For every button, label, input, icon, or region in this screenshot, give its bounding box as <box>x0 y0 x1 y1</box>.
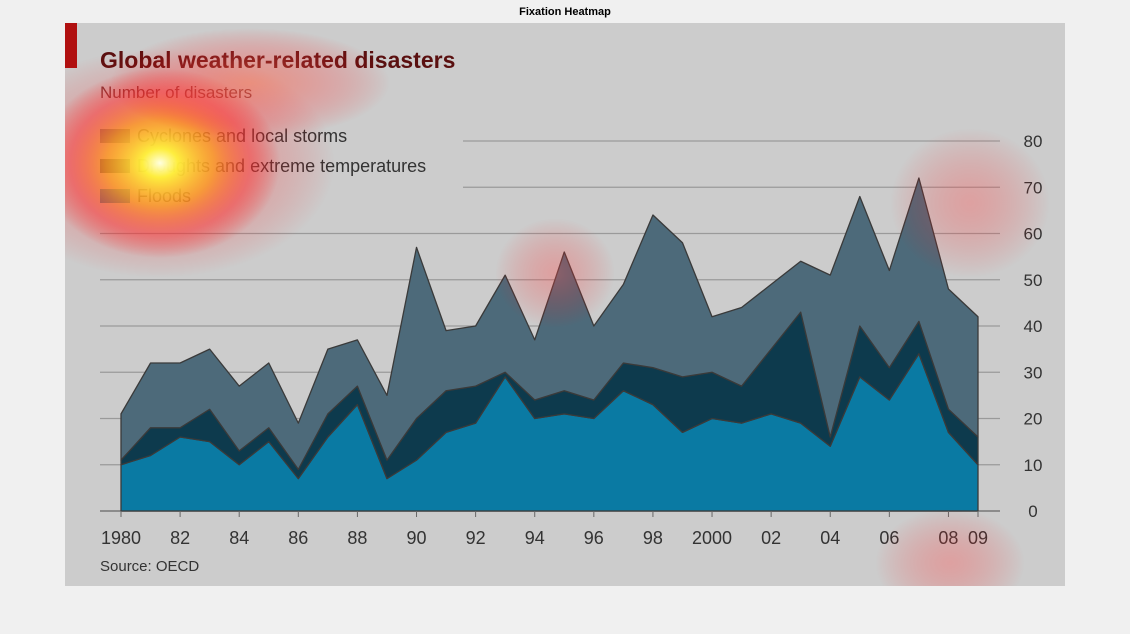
x-tick-label: 92 <box>466 528 486 548</box>
x-tick-label: 04 <box>820 528 840 548</box>
x-tick-label: 98 <box>643 528 663 548</box>
x-tick-label: 94 <box>525 528 545 548</box>
figure-title: Fixation Heatmap <box>519 6 611 18</box>
x-tick-label: 90 <box>407 528 427 548</box>
y-tick-label: 10 <box>1024 456 1043 475</box>
y-tick-label: 70 <box>1024 178 1043 197</box>
legend-swatch <box>100 159 130 173</box>
legend-label: Droughts and extreme temperatures <box>137 156 426 176</box>
y-axis-ticks: 0 10 20 30 40 50 60 70 80 <box>1024 132 1043 521</box>
heatmap-panel: Global weather-related disasters Number … <box>65 23 1065 586</box>
legend: Cyclones and local storms Droughts and ex… <box>100 126 426 206</box>
x-tick-label: 1980 <box>101 528 141 548</box>
x-tick-label: 86 <box>288 528 308 548</box>
x-tick-label: 2000 <box>692 528 732 548</box>
chart-subtitle: Number of disasters <box>100 83 252 102</box>
chart-title: Global weather-related disasters <box>100 47 455 73</box>
legend-label: Cyclones and local storms <box>137 126 347 146</box>
disasters-chart: Global weather-related disasters Number … <box>65 23 1043 575</box>
legend-label: Floods <box>137 186 191 206</box>
x-axis-ticks: 1980 82 84 86 88 90 92 94 96 98 2000 02 04 06 08 09 <box>101 511 988 548</box>
x-tick-label: 02 <box>761 528 781 548</box>
y-tick-label: 80 <box>1024 132 1043 151</box>
y-tick-label: 40 <box>1024 317 1043 336</box>
x-tick-label: 82 <box>170 528 190 548</box>
x-tick-label: 84 <box>229 528 249 548</box>
y-tick-label: 30 <box>1024 363 1043 382</box>
x-tick-label: 88 <box>347 528 367 548</box>
accent-bar <box>65 23 77 68</box>
chart-source: Source: OECD <box>100 558 199 575</box>
x-tick-label: 06 <box>879 528 899 548</box>
legend-swatch <box>100 129 130 143</box>
y-tick-label: 60 <box>1024 225 1043 244</box>
y-tick-label: 20 <box>1024 410 1043 429</box>
y-tick-label: 50 <box>1024 271 1043 290</box>
legend-swatch <box>100 189 130 203</box>
y-tick-label: 0 <box>1028 502 1037 521</box>
x-tick-label: 09 <box>968 528 988 548</box>
x-tick-label: 96 <box>584 528 604 548</box>
x-tick-label: 08 <box>938 528 958 548</box>
stacked-areas <box>120 177 979 512</box>
